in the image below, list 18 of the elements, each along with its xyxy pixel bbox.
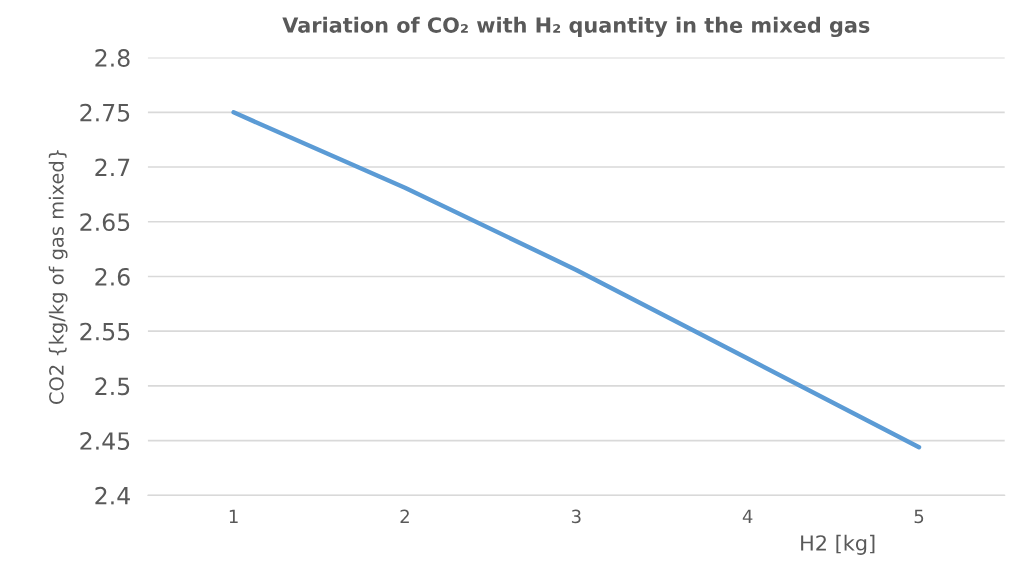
y-tick-label: 2.65 — [80, 213, 130, 232]
x-tick-label: 1 — [229, 509, 238, 523]
y-tick-label: 2.55 — [80, 322, 130, 341]
y-tick-label: 2.8 — [95, 49, 130, 67]
x-tick-label: 3 — [571, 509, 581, 524]
chart-title: Variation of CO₂ with H₂ quantity in the mixed gas — [282, 16, 870, 38]
x-tick-label: 5 — [914, 509, 924, 524]
line-series — [231, 110, 922, 450]
x-tick-label: 2 — [400, 509, 409, 523]
y-tick-label: 2.75 — [80, 103, 130, 122]
y-tick-label: 2.4 — [95, 486, 130, 505]
x-tick-label: 4 — [742, 509, 753, 523]
y-tick-label: 2.5 — [95, 377, 130, 396]
y-tick-label: 2.7 — [95, 158, 130, 177]
x-axis-title: H2 [kg] — [801, 534, 875, 555]
y-tick-label: 2.6 — [95, 267, 130, 286]
y-axis-title: CO2 {kg/kg of gas mixed} — [48, 150, 68, 404]
y-tick-label: 2.45 — [80, 432, 130, 450]
